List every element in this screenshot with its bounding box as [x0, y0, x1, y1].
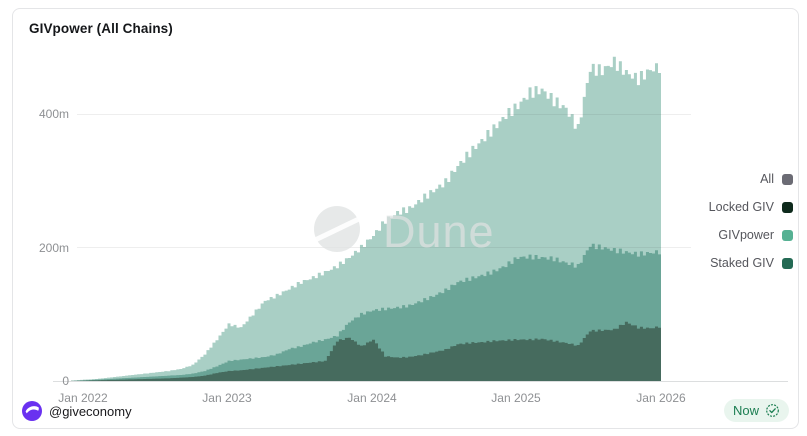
legend-swatch-staked-giv — [782, 257, 793, 269]
author-link[interactable]: @giveconomy — [22, 401, 132, 421]
author-handle: @giveconomy — [49, 403, 132, 419]
refresh-status-text: Now — [732, 403, 759, 418]
ytick-400m: 400m — [38, 107, 69, 121]
giveth-logo-icon — [22, 401, 42, 421]
legend-label-staked-giv: Staked GIV — [710, 256, 774, 270]
legend-item-locked-giv[interactable]: Locked GIV — [709, 196, 793, 218]
legend-item-givpower[interactable]: GIVpower — [718, 224, 793, 246]
legend-swatch-all — [782, 173, 793, 185]
dune-watermark-logo: Dune — [309, 206, 495, 257]
legend-label-givpower: GIVpower — [718, 228, 774, 242]
legend: All Locked GIV GIVpower Staked GIV — [709, 168, 793, 274]
chart-plot-area[interactable]: Dune — [13, 9, 799, 429]
chart-title: GIVpower (All Chains) — [29, 21, 173, 36]
series-locked-giv — [70, 321, 661, 381]
xtick-jan-2026: Jan 2026 — [636, 391, 686, 405]
legend-label-all: All — [760, 172, 774, 186]
legend-swatch-givpower — [782, 229, 793, 241]
ytick-200m: 200m — [38, 241, 69, 255]
chart-card: GIVpower (All Chains) Dune 400m 200m 0 J… — [12, 8, 799, 429]
legend-swatch-locked-giv — [782, 201, 793, 213]
xtick-jan-2023: Jan 2023 — [202, 391, 252, 405]
refresh-status-badge[interactable]: Now — [723, 399, 789, 422]
gridlines — [77, 114, 691, 248]
xtick-jan-2024: Jan 2024 — [347, 391, 397, 405]
legend-label-locked-giv: Locked GIV — [708, 200, 774, 214]
dune-watermark-text: Dune — [383, 206, 495, 257]
area-series-group — [70, 56, 661, 381]
xtick-jan-2022: Jan 2022 — [58, 391, 108, 405]
legend-item-staked-giv[interactable]: Staked GIV — [710, 252, 793, 274]
verified-check-icon — [766, 404, 779, 417]
xtick-jan-2025: Jan 2025 — [491, 391, 541, 405]
legend-item-all[interactable]: All — [760, 168, 793, 190]
ytick-0: 0 — [62, 374, 69, 388]
